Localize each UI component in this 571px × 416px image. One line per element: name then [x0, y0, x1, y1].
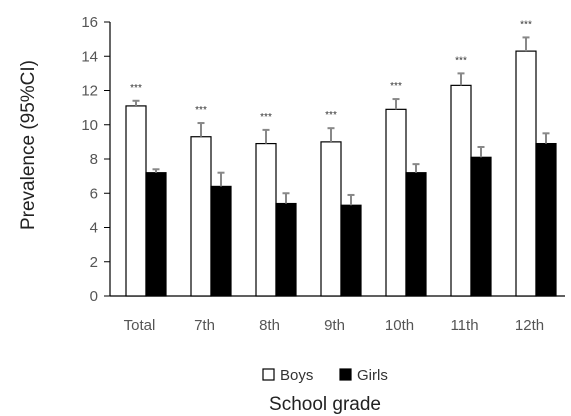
legend-swatch-boys	[262, 368, 275, 381]
bar-girls-11th	[470, 156, 492, 297]
legend-swatch-girls	[339, 368, 352, 381]
significance-marker: ***	[520, 19, 532, 30]
y-axis: 0 2 4 6 8 10 12 14 16	[81, 14, 565, 305]
bar-boys-11th	[450, 84, 472, 297]
y-tick-label: 16	[81, 14, 98, 31]
bar-boys-total	[125, 105, 147, 297]
y-tick-label: 2	[90, 254, 98, 271]
y-tick-label: 4	[90, 220, 98, 237]
bar-boys-8th	[255, 142, 277, 297]
bar-boys-10th	[385, 108, 407, 297]
bar-girls-9th	[340, 204, 362, 297]
significance-marker: ***	[260, 112, 272, 123]
significance-marker: ***	[325, 110, 337, 121]
bar-girls-12th	[535, 142, 557, 297]
x-tick-label: 8th	[259, 317, 280, 334]
x-axis-ticks: Total 7th 8th 9th 10th 11th 12th	[124, 317, 544, 334]
bar-girls-8th	[275, 202, 297, 297]
y-axis-label: Prevalence (95%CI)	[18, 60, 39, 230]
significance-marker: ***	[390, 81, 402, 92]
y-tick-label: 6	[90, 185, 98, 202]
bars-group: *** *** *** *** *** *** ***	[125, 19, 557, 297]
x-tick-label: 9th	[324, 317, 345, 334]
bar-boys-7th	[190, 136, 212, 297]
bar-boys-9th	[320, 141, 342, 297]
bar-girls-10th	[405, 172, 427, 297]
x-axis-label: School grade	[269, 394, 381, 415]
legend-label-girls: Girls	[357, 367, 388, 384]
y-tick-label: 12	[81, 83, 98, 100]
x-tick-label: Total	[124, 317, 156, 334]
significance-marker: ***	[130, 83, 142, 94]
x-tick-label: 10th	[385, 317, 414, 334]
x-tick-label: 11th	[450, 317, 478, 334]
significance-marker: ***	[455, 55, 467, 66]
bar-boys-12th	[515, 50, 537, 297]
x-tick-label: 7th	[194, 317, 215, 334]
bar-girls-total	[145, 172, 167, 297]
x-tick-label: 12th	[515, 317, 544, 334]
bar-girls-7th	[210, 185, 232, 297]
y-tick-label: 8	[90, 151, 98, 168]
significance-marker: ***	[195, 105, 207, 116]
y-tick-label: 0	[90, 288, 98, 305]
legend-label-boys: Boys	[280, 367, 313, 384]
y-tick-label: 14	[81, 48, 98, 65]
y-tick-label: 10	[81, 117, 98, 134]
legend: Boys Girls	[262, 367, 388, 384]
